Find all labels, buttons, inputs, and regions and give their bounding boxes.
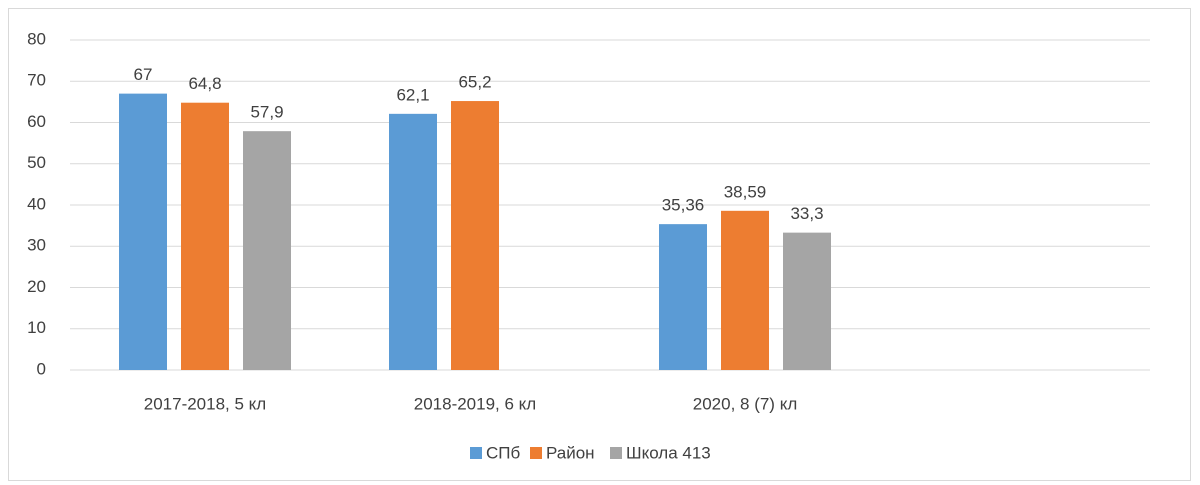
bar	[451, 101, 499, 371]
data-label: 64,8	[188, 74, 221, 93]
data-label: 62,1	[396, 85, 429, 104]
legend-swatch	[470, 447, 482, 459]
y-tick-label: 30	[27, 236, 46, 255]
x-tick-label: 2017-2018, 5 кл	[144, 394, 266, 413]
legend-label: СПб	[486, 443, 520, 462]
bar	[659, 224, 707, 370]
data-label: 65,2	[458, 73, 491, 92]
y-tick-label: 20	[27, 277, 46, 296]
y-tick-label: 10	[27, 318, 46, 337]
legend-label: Район	[546, 443, 595, 462]
data-label: 57,9	[250, 103, 283, 122]
x-tick-label: 2018-2019, 6 кл	[414, 394, 536, 413]
bar	[389, 113, 437, 371]
legend-label: Школа 413	[626, 443, 711, 462]
y-tick-label: 60	[27, 112, 46, 131]
y-tick-label: 40	[27, 194, 46, 213]
data-label: 38,59	[724, 182, 767, 201]
bar	[243, 131, 291, 370]
data-label: 67	[134, 65, 153, 84]
bar	[119, 93, 167, 370]
y-tick-label: 0	[37, 359, 46, 378]
data-label: 35,36	[662, 196, 705, 215]
y-tick-label: 50	[27, 153, 46, 172]
bar	[181, 102, 229, 370]
y-tick-label: 80	[27, 29, 46, 48]
x-tick-label: 2020, 8 (7) кл	[693, 394, 798, 413]
bar	[783, 232, 831, 370]
data-label: 33,3	[790, 204, 823, 223]
legend-swatch	[610, 447, 622, 459]
legend-swatch	[530, 447, 542, 459]
bar	[721, 210, 769, 370]
y-tick-label: 70	[27, 71, 46, 90]
